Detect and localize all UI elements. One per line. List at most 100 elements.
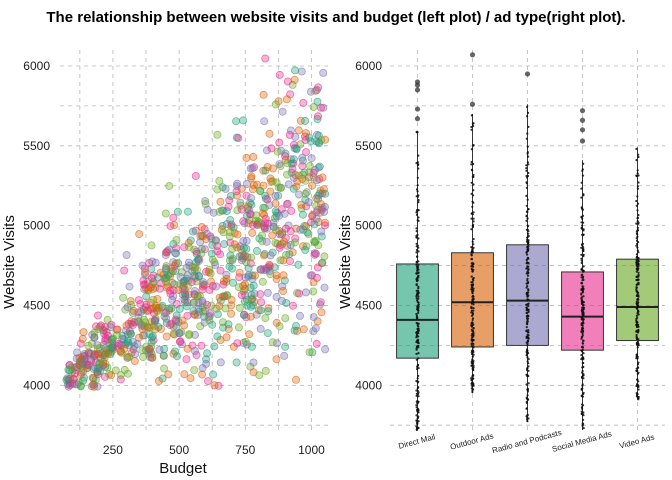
scatter-point (96, 366, 105, 375)
boxplot-jitter-point (416, 381, 419, 384)
scatter-point (290, 75, 299, 84)
boxplot-jitter-point (581, 366, 584, 369)
boxplot-jitter-point (472, 183, 475, 186)
boxplot-jitter-point (637, 221, 640, 224)
scatter-point (225, 228, 234, 237)
boxplot-jitter-point (472, 342, 475, 345)
scatter-point (201, 197, 210, 206)
boxplot-jitter-point (472, 175, 475, 179)
boxplot-jitter-point (636, 258, 639, 261)
boxplot-jitter-point (637, 396, 640, 399)
boxplot-jitter-point (635, 320, 638, 323)
scatter-point (303, 228, 312, 237)
scatter-point (224, 202, 233, 211)
boxplot-jitter-point (415, 379, 418, 383)
scatter-point (285, 257, 294, 266)
scatter-point (284, 180, 293, 189)
boxplot-jitter-point (417, 322, 420, 325)
boxplot-outlier (414, 116, 421, 122)
boxplot-jitter-point (471, 300, 475, 303)
scatter-point (304, 198, 313, 207)
boxplot-jitter-point (636, 169, 639, 172)
scatter-point (281, 224, 290, 233)
scatter-point (183, 311, 192, 320)
scatter-point (267, 144, 276, 153)
scatter-point (224, 320, 233, 329)
boxplot-jitter-point (471, 263, 474, 266)
boxplot-jitter-point (470, 309, 473, 312)
scatter-point (275, 70, 284, 79)
boxplot-jitter-point (471, 280, 474, 284)
scatter-point (290, 238, 299, 247)
boxplot-jitter-point (636, 316, 639, 319)
boxplot-jitter-point (471, 294, 475, 297)
boxplot-y-tick-label: 4000 (355, 378, 382, 392)
scatter-point (319, 103, 328, 112)
boxplot-jitter-point (470, 148, 473, 151)
scatter-point (164, 370, 173, 379)
boxplot-jitter-point (582, 414, 585, 417)
boxplot-jitter-point (417, 374, 420, 377)
boxplot-jitter-point (635, 353, 638, 356)
boxplot-jitter-point (525, 253, 529, 256)
boxplot-jitter-point (470, 181, 473, 184)
boxplot-jitter-point (635, 275, 638, 278)
boxplot-jitter-point (581, 311, 584, 314)
boxplot-jitter-point (472, 238, 475, 241)
scatter-point (154, 376, 163, 385)
boxplot-jitter-point (417, 274, 420, 277)
scatter-point (180, 321, 189, 330)
boxplot-jitter-point (525, 219, 528, 222)
boxplot-jitter-point (527, 125, 530, 128)
boxplot-jitter-point (470, 265, 473, 268)
boxplot-jitter-point (635, 232, 639, 235)
boxplot-jitter-point (470, 246, 473, 249)
boxplot-jitter-point (636, 242, 639, 246)
boxplot-jitter-point (637, 343, 640, 346)
boxplot-jitter-point (580, 206, 583, 209)
boxplot-jitter-point (637, 340, 640, 344)
boxplot-jitter-point (417, 246, 420, 249)
boxplot-jitter-point (580, 274, 583, 277)
boxplot-jitter-point (470, 217, 473, 220)
boxplot-jitter-point (525, 330, 528, 333)
scatter-point (286, 240, 295, 249)
scatter-point (182, 302, 191, 311)
scatter-point (234, 323, 243, 332)
boxplot-jitter-point (581, 254, 585, 257)
boxplot-jitter-point (526, 217, 529, 220)
scatter-point (247, 342, 256, 351)
scatter-point (205, 285, 214, 294)
boxplot-jitter-point (527, 304, 530, 308)
scatter-point (272, 318, 281, 327)
scatter-point (170, 347, 179, 356)
scatter-point (265, 200, 274, 209)
boxplot-jitter-point (417, 167, 420, 170)
scatter-point (305, 161, 314, 170)
boxplot-jitter-point (416, 367, 419, 371)
boxplot-jitter-point (472, 307, 475, 310)
scatter-point (315, 162, 324, 171)
scatter-point (76, 339, 85, 348)
boxplot-jitter-point (581, 308, 584, 311)
boxplot-jitter-point (471, 375, 474, 378)
scatter-point (198, 285, 207, 294)
scatter-point (198, 370, 207, 379)
boxplot-jitter-point (416, 402, 419, 405)
scatter-point (120, 266, 129, 275)
boxplot-jitter-point (637, 310, 640, 313)
boxplot-jitter-point (471, 290, 474, 293)
scatter-point (94, 311, 103, 320)
boxplot-jitter-point (470, 275, 473, 278)
boxplot-jitter-point (526, 132, 529, 135)
scatter-point (188, 262, 197, 271)
scatter-point (272, 211, 281, 220)
boxplot-jitter-point (417, 395, 420, 398)
scatter-point (309, 313, 318, 322)
scatter-point (256, 306, 265, 315)
scatter-y-tick-labels: 4000 4500 5000 5500 6000 (23, 59, 50, 392)
boxplot-jitter-point (415, 265, 419, 268)
boxplot-jitter-point (417, 346, 420, 349)
scatter-point (234, 133, 243, 142)
boxplot-jitter-point (471, 321, 474, 324)
